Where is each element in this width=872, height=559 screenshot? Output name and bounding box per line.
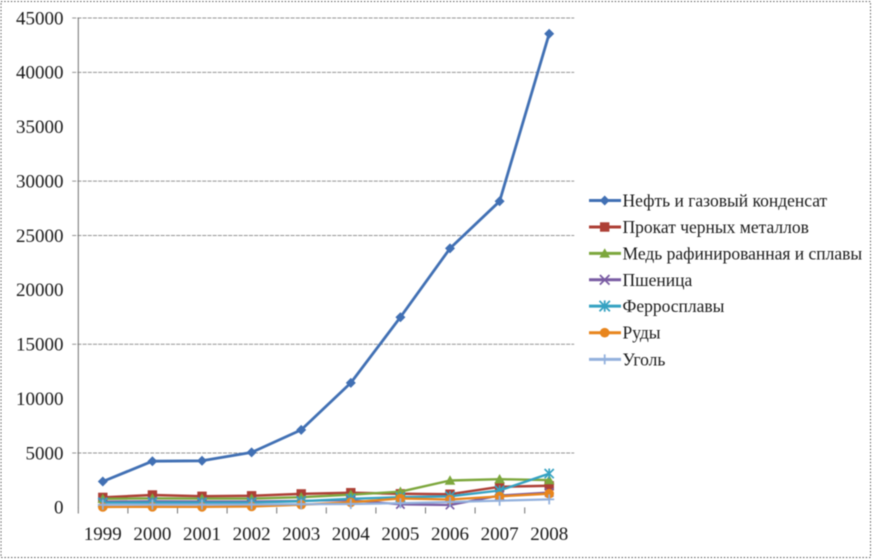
svg-text:2003: 2003 [282, 524, 320, 545]
svg-text:40000: 40000 [16, 63, 64, 84]
svg-text:20000: 20000 [16, 280, 64, 301]
svg-text:5000: 5000 [26, 443, 64, 464]
svg-text:10000: 10000 [16, 389, 64, 410]
svg-text:0: 0 [54, 498, 64, 519]
svg-text:Руды: Руды [623, 323, 661, 343]
svg-text:Уголь: Уголь [623, 349, 666, 369]
svg-text:2006: 2006 [431, 524, 469, 545]
svg-text:Медь рафинированная и сплавы: Медь рафинированная и сплавы [623, 243, 863, 263]
svg-text:35000: 35000 [16, 117, 64, 138]
svg-text:25000: 25000 [16, 226, 64, 247]
svg-text:Прокат черных металлов: Прокат черных металлов [623, 217, 809, 237]
svg-text:Ферросплавы: Ферросплавы [623, 296, 725, 316]
svg-text:Нефть и газовый конденсат: Нефть и газовый конденсат [623, 191, 828, 211]
svg-text:45000: 45000 [16, 8, 64, 29]
svg-text:2002: 2002 [233, 524, 271, 545]
svg-text:Пшеница: Пшеница [623, 270, 693, 290]
svg-text:2007: 2007 [481, 524, 519, 545]
svg-text:2001: 2001 [183, 524, 221, 545]
svg-text:2004: 2004 [332, 524, 371, 545]
svg-text:1999: 1999 [84, 524, 122, 545]
svg-text:2005: 2005 [381, 524, 419, 545]
svg-text:2008: 2008 [530, 524, 568, 545]
svg-text:2000: 2000 [133, 524, 171, 545]
svg-text:30000: 30000 [16, 171, 64, 192]
svg-text:15000: 15000 [16, 335, 64, 356]
